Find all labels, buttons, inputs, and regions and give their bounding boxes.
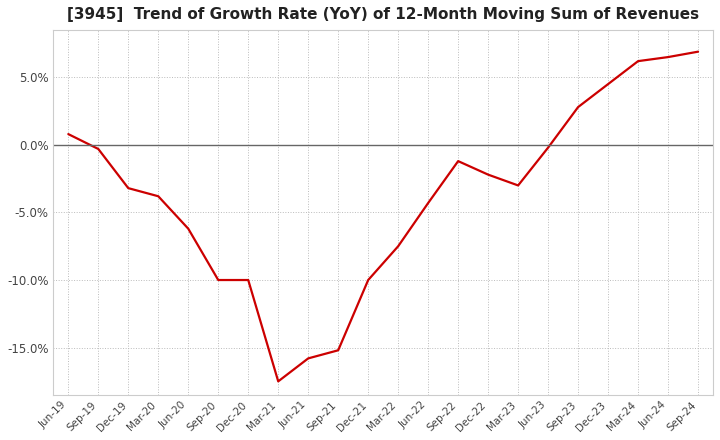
Title: [3945]  Trend of Growth Rate (YoY) of 12-Month Moving Sum of Revenues: [3945] Trend of Growth Rate (YoY) of 12-… [67,7,699,22]
